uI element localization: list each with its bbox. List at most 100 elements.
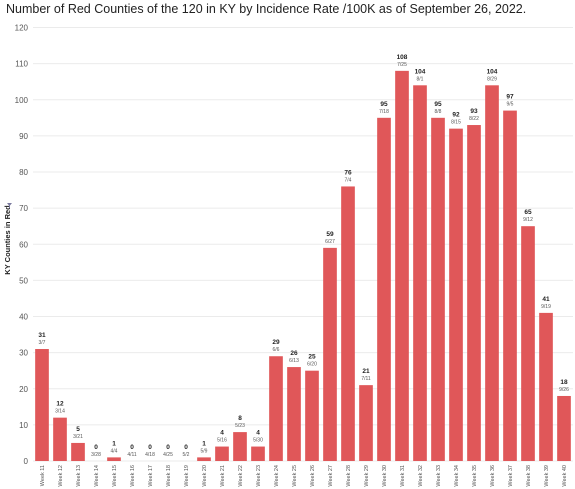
x-tick-label: Week 14 — [94, 465, 100, 487]
bar-value-label: 1 — [202, 440, 206, 447]
bar-value-label: 41 — [542, 296, 550, 303]
x-tick-label: Week 38 — [526, 465, 532, 487]
gridlines — [33, 27, 573, 462]
bar-value-label: 76 — [344, 169, 352, 176]
bar-date-label: 7/11 — [361, 376, 371, 382]
x-tick-label: Week 22 — [238, 465, 244, 487]
bar[interactable] — [215, 446, 229, 461]
x-tick-label: Week 40 — [562, 465, 568, 487]
y-tick-label: 20 — [19, 385, 28, 394]
bar[interactable] — [467, 125, 481, 461]
y-tick-label: 80 — [19, 168, 28, 177]
bar-date-label: 6/6 — [273, 347, 280, 353]
bar-value-label: 31 — [38, 332, 46, 339]
x-tick-label: Week 32 — [418, 465, 424, 487]
x-tick-label: Week 33 — [436, 465, 442, 487]
bar-value-label: 0 — [166, 444, 170, 451]
filter-icon[interactable] — [7, 203, 12, 208]
bar[interactable] — [485, 85, 499, 462]
bar[interactable] — [53, 417, 67, 461]
x-tick-label: Week 19 — [184, 465, 190, 487]
bar[interactable] — [35, 349, 49, 461]
bar-date-label: 5/16 — [217, 438, 227, 444]
bar-date-label: 8/22 — [469, 116, 479, 122]
bar-date-label: 6/27 — [325, 239, 335, 245]
bar-date-label: 3/28 — [91, 452, 101, 458]
bar[interactable] — [71, 442, 85, 461]
bar-date-label: 8/8 — [435, 109, 442, 115]
bar-value-label: 92 — [452, 112, 460, 119]
x-tick-label: Week 28 — [346, 465, 352, 487]
bar-date-label: 8/29 — [487, 76, 497, 82]
y-tick-label: 100 — [15, 96, 29, 105]
bars — [35, 70, 571, 462]
x-tick-label: Week 26 — [310, 465, 316, 487]
y-tick-label: 10 — [19, 421, 28, 430]
x-tick-label: Week 27 — [328, 465, 334, 487]
bar-value-label: 8 — [238, 415, 242, 422]
x-tick-label: Week 25 — [292, 465, 298, 487]
bar[interactable] — [377, 117, 391, 461]
x-tick-label: Week 13 — [76, 465, 82, 487]
y-tick-label: 60 — [19, 240, 28, 249]
x-tick-label: Week 12 — [58, 465, 64, 487]
bar-value-label: 29 — [272, 339, 280, 346]
bar-value-label: 18 — [560, 379, 568, 386]
bar[interactable] — [431, 117, 445, 461]
bar-value-label: 0 — [148, 444, 152, 451]
bar[interactable] — [251, 446, 265, 461]
x-tick-label: Week 39 — [544, 465, 550, 487]
bar-value-label: 26 — [290, 350, 298, 357]
bar-date-label: 5/9 — [201, 448, 208, 454]
bar[interactable] — [413, 85, 427, 462]
bar[interactable] — [341, 186, 355, 461]
bar-date-label: 7/4 — [345, 177, 352, 183]
x-tick-label: Week 23 — [256, 465, 262, 487]
bar-date-label: 3/7 — [39, 340, 46, 346]
bar-date-label: 9/19 — [541, 304, 551, 310]
bar-value-label: 95 — [434, 101, 442, 108]
y-axis-ticks: 0 10 20 30 40 50 60 70 80 90 100 110 120 — [15, 24, 29, 467]
data-labels: 313/7123/1453/2103/2814/404/1104/1804/25… — [38, 54, 569, 458]
bar-date-label: 4/25 — [163, 452, 173, 458]
bar[interactable] — [503, 110, 517, 462]
bar[interactable] — [359, 385, 373, 461]
bar[interactable] — [395, 70, 409, 461]
bar-date-label: 5/30 — [253, 438, 263, 444]
bar[interactable] — [305, 370, 319, 461]
bar[interactable] — [557, 395, 571, 461]
x-tick-label: Week 18 — [166, 465, 172, 487]
x-tick-label: Week 17 — [148, 465, 154, 487]
bar[interactable] — [197, 457, 211, 461]
y-tick-label: 120 — [15, 24, 29, 33]
bar-value-label: 21 — [362, 368, 370, 375]
bar[interactable] — [107, 457, 121, 461]
bar[interactable] — [323, 247, 337, 461]
y-tick-label: 70 — [19, 204, 28, 213]
bar-date-label: 8/1 — [417, 76, 424, 82]
bar[interactable] — [539, 312, 553, 461]
y-tick-label: 40 — [19, 313, 28, 322]
bar[interactable] — [233, 432, 247, 461]
bar-value-label: 104 — [415, 68, 426, 75]
bar-value-label: 59 — [326, 231, 334, 238]
x-tick-label: Week 20 — [202, 465, 208, 487]
bar-date-label: 6/13 — [289, 358, 299, 364]
bar-date-label: 3/21 — [73, 434, 83, 440]
x-tick-label: Week 11 — [40, 465, 46, 486]
y-tick-label: 50 — [19, 276, 28, 285]
y-tick-label: 30 — [19, 349, 28, 358]
y-tick-label: 110 — [15, 60, 28, 69]
bar[interactable] — [287, 367, 301, 461]
bar-value-label: 93 — [470, 108, 478, 115]
bar-value-label: 4 — [220, 430, 224, 437]
bar[interactable] — [449, 128, 463, 461]
bar[interactable] — [269, 356, 283, 461]
bar-date-label: 5/2 — [183, 452, 190, 458]
bar-value-label: 1 — [112, 440, 116, 447]
bar-date-label: 7/25 — [397, 62, 407, 68]
bar[interactable] — [521, 226, 535, 461]
bar-date-label: 4/4 — [111, 448, 118, 454]
bar-value-label: 0 — [130, 444, 134, 451]
